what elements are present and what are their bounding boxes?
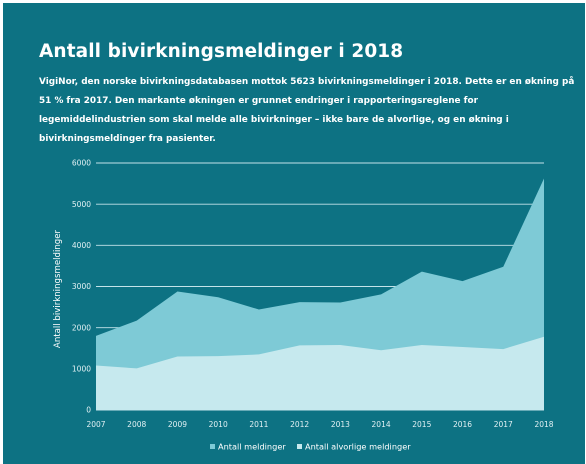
x-tick-label: 2016 [453, 420, 472, 429]
legend-item-antall-alvorlige-meldinger: Antall alvorlige meldinger [305, 441, 411, 451]
legend-swatch [210, 444, 215, 449]
area-chart: 0 1000 2000 3000 4000 5000 6000 2007 2008 2009 201… [53, 159, 554, 452]
y-tick-label: 0 [86, 406, 91, 415]
x-tick-label: 2017 [494, 420, 513, 429]
x-tick-label: 2018 [534, 420, 553, 429]
x-tick-label: 2011 [249, 420, 268, 429]
y-tick-label: 6000 [72, 159, 91, 168]
page-title: Antall bivirkningsmeldinger i 2018 [39, 41, 404, 62]
x-tick-label: 2015 [412, 420, 431, 429]
y-tick-label: 3000 [72, 282, 91, 291]
y-tick-label: 5000 [72, 200, 91, 209]
x-tick-label: 2012 [290, 420, 309, 429]
y-tick-label: 4000 [72, 241, 91, 250]
x-tick-label: 2007 [86, 420, 105, 429]
y-axis-label: Antall bivirkningsmeldinger [53, 229, 63, 348]
infographic-card: Antall bivirkningsmeldinger i 2018 VigiN… [3, 3, 585, 464]
legend-item-antall-meldinger: Antall meldinger [218, 441, 286, 451]
x-tick-label: 2008 [127, 420, 146, 429]
x-tick-label: 2013 [331, 420, 350, 429]
y-tick-label: 1000 [72, 364, 91, 373]
x-tick-label: 2009 [168, 420, 187, 429]
legend-swatch [297, 444, 302, 449]
x-tick-label: 2010 [209, 420, 228, 429]
series-areas [96, 178, 544, 410]
legend: Antall meldinger Antall alvorlige melding… [210, 441, 411, 451]
x-tick-label: 2014 [372, 420, 391, 429]
y-tick-label: 2000 [72, 323, 91, 332]
area-antall-alvorlige-meldinger [96, 336, 544, 410]
page-subtitle: VigiNor, den norske bivirkningsdatabasen… [39, 77, 575, 144]
axis-ticks: 0 1000 2000 3000 4000 5000 6000 2007 2008 2009 201… [72, 159, 554, 429]
